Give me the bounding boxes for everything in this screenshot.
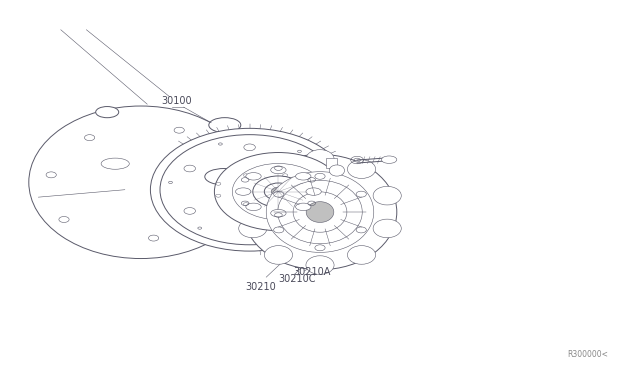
Text: R300000<: R300000<	[567, 350, 608, 359]
Ellipse shape	[264, 183, 292, 200]
Ellipse shape	[306, 202, 334, 222]
Ellipse shape	[264, 246, 292, 264]
Ellipse shape	[293, 192, 347, 232]
Ellipse shape	[271, 166, 286, 174]
Ellipse shape	[373, 186, 401, 205]
Ellipse shape	[296, 173, 311, 180]
Ellipse shape	[329, 165, 344, 176]
Ellipse shape	[306, 256, 334, 275]
Ellipse shape	[205, 169, 243, 185]
Ellipse shape	[266, 171, 374, 252]
Ellipse shape	[246, 173, 261, 180]
Ellipse shape	[214, 153, 342, 231]
Ellipse shape	[209, 118, 241, 132]
Ellipse shape	[296, 203, 311, 211]
Ellipse shape	[253, 176, 304, 207]
Text: 30100: 30100	[161, 96, 192, 106]
Ellipse shape	[239, 219, 267, 238]
Ellipse shape	[271, 209, 286, 217]
Ellipse shape	[264, 160, 292, 179]
Text: 30210C: 30210C	[278, 273, 316, 283]
Ellipse shape	[278, 180, 362, 244]
Ellipse shape	[236, 188, 251, 195]
Bar	[326, 158, 337, 168]
Ellipse shape	[232, 163, 324, 220]
Ellipse shape	[239, 186, 267, 205]
Ellipse shape	[348, 160, 376, 179]
Ellipse shape	[243, 154, 397, 270]
Text: 30210: 30210	[245, 282, 276, 292]
Ellipse shape	[271, 187, 285, 196]
Ellipse shape	[246, 203, 261, 211]
Ellipse shape	[348, 246, 376, 264]
Ellipse shape	[101, 158, 129, 169]
Ellipse shape	[381, 156, 397, 163]
Ellipse shape	[150, 128, 349, 251]
Ellipse shape	[373, 219, 401, 238]
Text: 30210A: 30210A	[293, 267, 330, 277]
Ellipse shape	[306, 150, 334, 168]
Ellipse shape	[160, 135, 339, 245]
Ellipse shape	[96, 106, 119, 118]
Ellipse shape	[306, 188, 321, 195]
Ellipse shape	[29, 106, 253, 259]
